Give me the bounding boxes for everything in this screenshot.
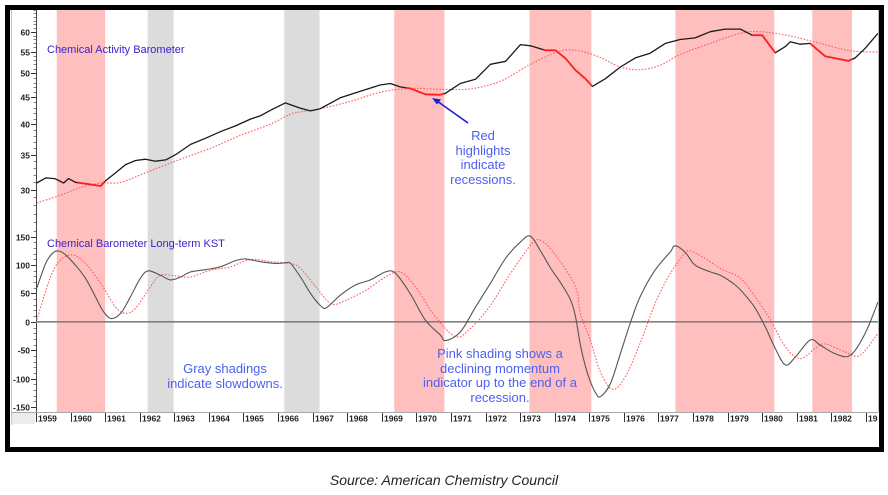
- note-line: recessions.: [450, 172, 516, 188]
- note-line: indicate: [460, 157, 506, 173]
- shading-layer: [56, 10, 853, 412]
- x-tick-label: 1973: [522, 414, 541, 424]
- x-tick-label: 1972: [488, 414, 507, 424]
- x-tick-label: 1979: [730, 414, 749, 424]
- y-tick-label: 40: [21, 120, 31, 130]
- cab-panel-title: Chemical Activity Barometer: [47, 44, 185, 56]
- kst-line: [36, 235, 878, 398]
- note-line: recession.: [470, 390, 530, 406]
- kst-panel-title: Chemical Barometer Long-term KST: [47, 238, 225, 250]
- y-tick-label: 0: [25, 318, 30, 328]
- y-tick-label: 100: [16, 261, 30, 271]
- x-tick-label: 1970: [418, 414, 437, 424]
- annotation-arrow: [432, 98, 469, 124]
- cab-recession-highlight: [405, 86, 445, 96]
- y-tick-label: 60: [21, 28, 31, 38]
- x-tick-label: 1960: [73, 414, 92, 424]
- x-tick-label: 1964: [211, 414, 230, 424]
- x-tick-label: 1978: [695, 414, 714, 424]
- axis-corner-cell: [12, 413, 35, 424]
- x-tick-label: 1983: [868, 414, 887, 424]
- x-axis-ticks: 1959 1960 1961 1962 1963 1964 1965 1966 1967 1968…: [36, 413, 887, 424]
- x-tick-label: 1980: [764, 414, 783, 424]
- x-tick-label: 1982: [833, 414, 852, 424]
- y-tick-label: 150: [16, 233, 30, 243]
- x-tick-label: 1963: [176, 414, 195, 424]
- slowdown-shading-note: Gray shadings indicate slowdowns.: [145, 361, 305, 391]
- y-tick-label: 30: [21, 186, 31, 196]
- cab-recession-highlight: [752, 34, 777, 54]
- cab-recession-highlight: [809, 42, 853, 62]
- slowdown-shading: [147, 10, 174, 412]
- x-tick-label: 1971: [453, 414, 472, 424]
- x-tick-label: 1967: [315, 414, 334, 424]
- y-tick-label: 35: [21, 151, 31, 161]
- annotation-arrow-shaft: [436, 100, 469, 124]
- pink-shading-note: Pink shading shows a declining momentum …: [410, 346, 590, 406]
- note-line: highlights: [455, 142, 511, 158]
- slowdown-shading: [284, 10, 320, 412]
- recession-shading: [56, 10, 106, 412]
- note-line: indicator up to the end of a: [423, 375, 577, 391]
- source-caption: Source: American Chemistry Council: [329, 472, 559, 488]
- y-tick-label: -100: [13, 375, 30, 385]
- cab-moving-average-line: [36, 30, 878, 204]
- x-tick-label: 1977: [660, 414, 679, 424]
- note-line: indicate slowdowns.: [167, 375, 283, 391]
- y-tick-label: 45: [21, 93, 31, 103]
- kst-signal-line: [36, 238, 878, 390]
- recession-highlight-note: Red highlights indicate recessions.: [423, 128, 543, 188]
- note-line: Gray shadings: [183, 361, 267, 376]
- recession-shading: [529, 10, 592, 412]
- x-tick-label: 1959: [38, 414, 57, 424]
- x-tick-label: 1975: [591, 414, 610, 424]
- x-tick-label: 1965: [245, 414, 264, 424]
- y-tick-label: 55: [21, 48, 31, 58]
- x-tick-label: 1966: [280, 414, 299, 424]
- chart-frame: [5, 5, 884, 452]
- recession-shading: [675, 10, 775, 412]
- y-tick-label: 50: [21, 69, 31, 79]
- x-tick-label: 1962: [142, 414, 161, 424]
- y-tick-label: -50: [18, 346, 31, 356]
- cab-recession-highlight: [77, 180, 106, 187]
- axes-layer: 1959 1960 1961 1962 1963 1964 1965 1966 1967 1968…: [11, 10, 887, 425]
- x-tick-label: 1968: [349, 414, 368, 424]
- x-tick-label: 1981: [799, 414, 818, 424]
- note-line: declining momentum: [440, 360, 560, 376]
- x-tick-label: 1976: [626, 414, 645, 424]
- cab-recession-highlight: [543, 48, 594, 88]
- x-tick-label: 1961: [107, 414, 126, 424]
- arrow-head-icon: [432, 98, 441, 105]
- y-tick-label: -150: [13, 403, 30, 413]
- x-tick-label: 1974: [557, 414, 576, 424]
- note-line: Pink shading shows a: [437, 346, 563, 361]
- note-line: Red: [471, 128, 495, 143]
- recession-shading: [394, 10, 445, 412]
- x-tick-label: 1969: [384, 414, 403, 424]
- series-layer: [36, 28, 878, 398]
- y-tick-label: 50: [21, 289, 31, 299]
